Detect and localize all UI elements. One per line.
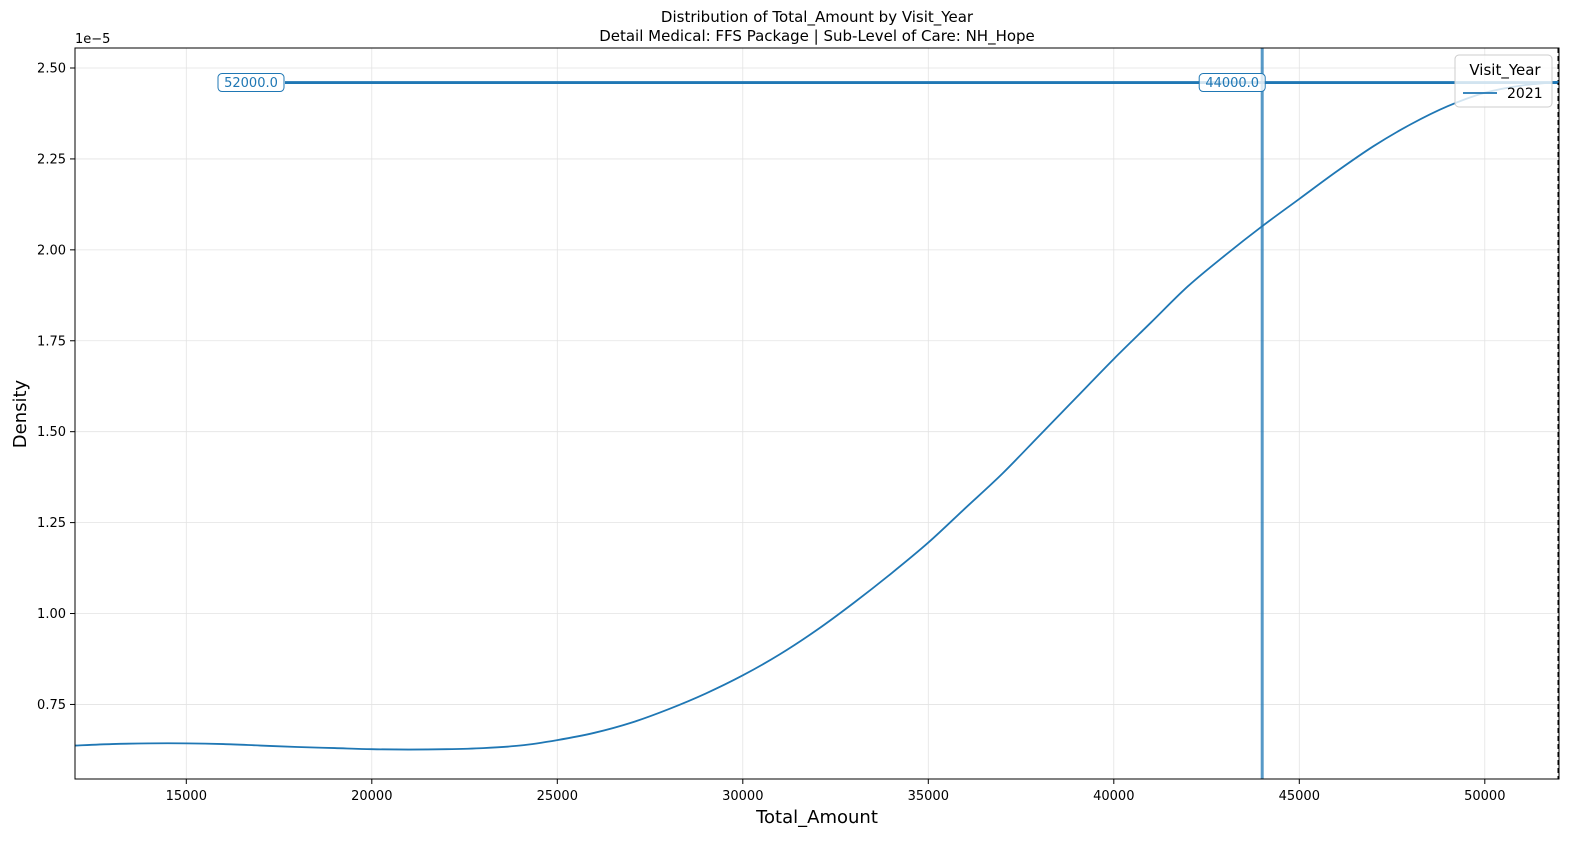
x-tick-label: 45000 [1279, 789, 1320, 804]
x-tick-label: 30000 [722, 789, 763, 804]
legend-label-2021: 2021 [1507, 86, 1543, 102]
x-tick-label: 25000 [537, 789, 578, 804]
y-tick-label: 1.75 [37, 334, 66, 349]
x-axis-label: Total_Amount [755, 807, 878, 828]
grid [75, 48, 1559, 779]
x-ticks: 15000 20000 25000 30000 35000 40000 45000 50000 [166, 779, 1505, 804]
y-tick-label: 1.00 [37, 607, 66, 622]
horizontal-reference-label: 52000.0 [217, 73, 285, 93]
x-tick-label: 20000 [351, 789, 392, 804]
chart-subtitle: Detail Medical: FFS Package | Sub-Level … [599, 27, 1035, 46]
y-tick-label: 0.75 [37, 698, 66, 713]
y-tick-label: 2.00 [37, 243, 66, 258]
y-tick-label: 1.25 [37, 516, 66, 531]
y-tick-label: 1.50 [37, 425, 66, 440]
legend-title: Visit_Year [1469, 61, 1541, 80]
y-tick-label: 2.50 [37, 62, 66, 77]
legend-box [1454, 54, 1553, 108]
reference-label-text: 52000.0 [224, 76, 278, 91]
x-tick-label: 40000 [1093, 789, 1134, 804]
reference-lines [285, 48, 1559, 779]
y-offset-label: 1e−5 [75, 32, 110, 47]
reference-label-box [1198, 73, 1266, 93]
y-axis-label: Density [10, 379, 31, 448]
reference-labels: 52000.0 44000.0 [217, 73, 1266, 93]
x-tick-label: 50000 [1464, 789, 1505, 804]
chart-title: Distribution of Total_Amount by Visit_Ye… [661, 8, 974, 27]
plot-area [75, 48, 1559, 779]
series-line-2021 [75, 80, 1559, 751]
vertical-reference-label: 44000.0 [1198, 73, 1266, 93]
x-tick-label: 15000 [166, 789, 207, 804]
x-tick-label: 35000 [908, 789, 949, 804]
plot-frame [74, 47, 1560, 780]
legend: Visit_Year 2021 [1454, 54, 1553, 108]
y-ticks: 0.75 1.00 1.25 1.50 1.75 2.00 2.25 2.50 [37, 62, 75, 713]
y-tick-label: 2.25 [37, 152, 66, 167]
reference-label-text: 44000.0 [1205, 76, 1259, 91]
reference-label-box [217, 73, 285, 93]
